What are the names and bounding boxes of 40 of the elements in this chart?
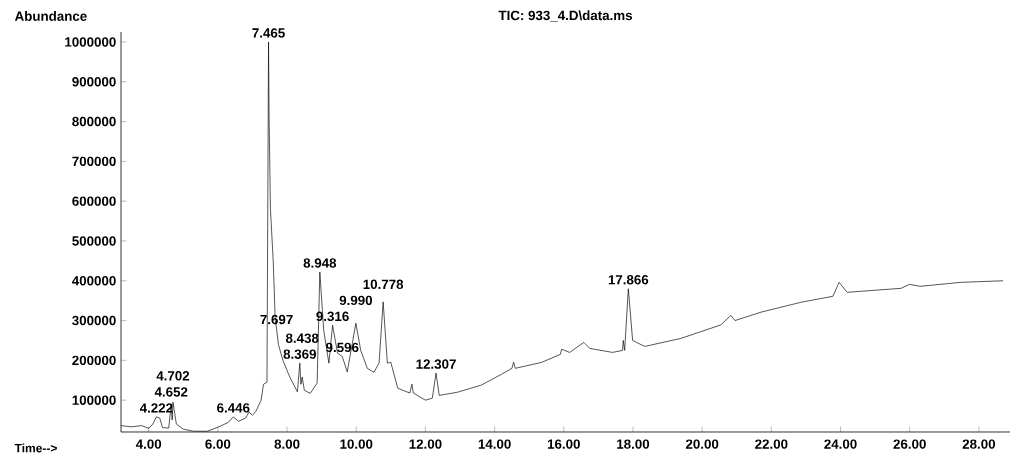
annotation: 4.652 <box>154 387 188 397</box>
x-tick-label: 28.00 <box>962 439 996 449</box>
x-tick-label: 6.00 <box>205 439 231 449</box>
x-tick-label: 20.00 <box>685 439 719 449</box>
x-tick-label: 12.00 <box>409 439 442 449</box>
annotation: 9.316 <box>316 311 349 322</box>
annotation: 7.697 <box>260 314 293 325</box>
x-tick-label: 18.00 <box>617 439 650 449</box>
x-tick-label: 10.00 <box>340 439 373 449</box>
y-tick-label: 100000 <box>72 395 116 405</box>
x-tick-label: 4.00 <box>135 439 162 449</box>
annotation: 6.446 <box>217 403 250 413</box>
annotation: 8.438 <box>285 333 319 343</box>
annotation: 17.866 <box>608 275 649 285</box>
annotation: 8.369 <box>283 349 316 359</box>
annotation: 7.465 <box>252 28 285 38</box>
annotation: 4.702 <box>156 371 190 381</box>
x-tick-label: 16.00 <box>547 439 580 449</box>
y-tick-label: 400000 <box>72 276 116 286</box>
x-tick-label: 14.00 <box>478 439 511 449</box>
annotation: 10.778 <box>363 279 404 290</box>
y-tick-label: 1000000 <box>65 37 116 47</box>
x-tick-label: 24.00 <box>824 439 857 449</box>
annotation: 8.948 <box>303 258 337 268</box>
y-tick-label: 200000 <box>72 355 116 366</box>
x-tick-label: 8.00 <box>274 439 300 449</box>
x-tick-label: 22.00 <box>755 439 788 449</box>
y-tick-label: 800000 <box>72 116 116 127</box>
x-tick-label: 26.00 <box>893 439 926 449</box>
annotation: 9.596 <box>326 342 359 353</box>
annotation: 12.307 <box>416 359 456 369</box>
y-tick-label: 300000 <box>72 315 116 326</box>
x-axis-title: Time--> <box>14 443 57 453</box>
y-tick-label: 600000 <box>72 196 116 206</box>
y-axis-title: Abundance <box>14 11 87 21</box>
y-tick-label: 500000 <box>72 236 116 246</box>
annotation: 9.990 <box>339 295 373 306</box>
chart-title: TIC: 933_4.D\data.ms <box>498 10 633 22</box>
y-tick-label: 700000 <box>72 156 116 167</box>
y-tick-label: 900000 <box>72 77 116 87</box>
